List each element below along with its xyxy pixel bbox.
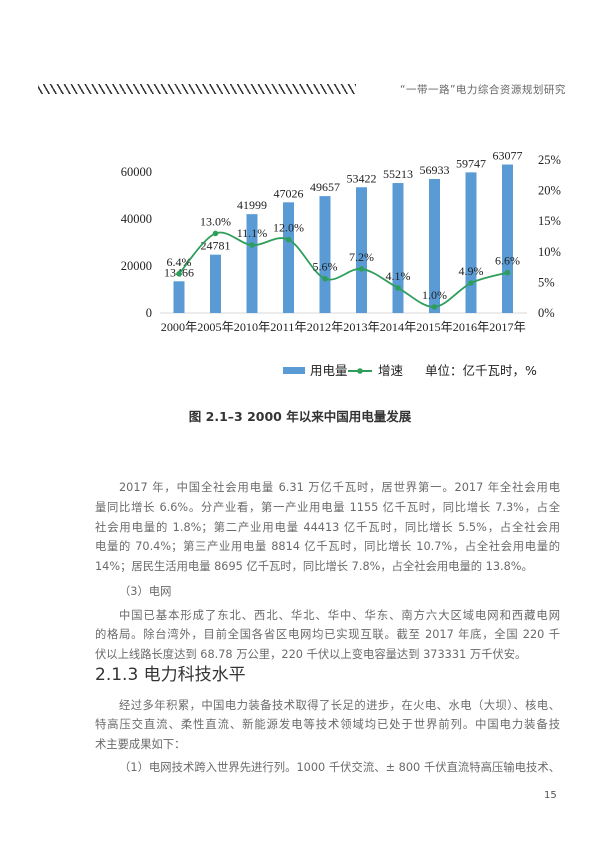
growth-rate-data-label: 7.2% [349,250,374,264]
left-axis-tick-label: 40000 [121,212,152,226]
bar-data-label: 53422 [347,171,377,185]
x-axis-tick-label: 2011年 [270,320,307,334]
paragraph-line: 2017 年，中国全社会用电量 6.31 万亿千瓦时，居世界第一。2017 年全… [119,481,560,494]
running-title: “一带一路”电力综合资源规划研究 [400,84,566,96]
growth-rate-point [249,242,255,248]
bar [283,202,294,313]
growth-rate-point [322,275,328,282]
left-axis-tick-label: 0 [146,306,152,320]
x-axis-tick-label: 2017年 [489,320,526,334]
paragraph-line: 的格局。除台湾外，目前全国各省区电网均已实现互联。截至 2017 年底，全国 2… [95,628,560,641]
x-axis-tick-label: 2014年 [380,320,417,334]
x-axis-tick-label: 2013年 [343,320,380,334]
right-axis-tick-label: 0% [538,306,555,320]
right-axis-tick-label: 15% [538,214,561,228]
bar [356,187,367,313]
x-axis-tick-label: 2000年 [161,320,198,334]
bar [246,214,258,313]
paragraph-line: 特高压交直流、柔性直流、新能源发电等技术领域均已处于世界前列。中国电力装备技 [95,718,560,731]
growth-rate-data-label: 5.6% [313,260,338,274]
growth-rate-data-label: 11.1% [237,226,268,240]
bar [465,172,477,313]
bar-data-label: 59747 [456,156,486,170]
growth-rate-point [395,285,401,291]
growth-rate-data-label: 1.0% [422,288,447,302]
section-heading: 2.1.3 电力科技水平 [95,665,246,685]
page-number: 15 [544,790,557,801]
bar [319,196,331,313]
header-stripe-decoration [38,84,356,94]
growth-rate-data-label: 13.0% [200,214,231,228]
growth-rate-point [285,236,292,243]
paragraph-line: 14%；居民生活用电量 8695 亿千瓦时，同比增长 7.8%，占全社会用电量的… [95,560,533,573]
electricity-consumption-chart: 0 20000 40000 60000 0% 5% 10% 15% 20% 25% 2000年 200… [121,149,561,378]
left-axis-tick-label: 60000 [121,165,152,179]
paragraph-line: （1）电网技术跨入世界先进行列。1000 千伏交流、± 800 千伏直流特高压输… [119,761,560,774]
right-axis-tick-label: 10% [538,245,561,259]
bar [173,281,185,313]
paragraph-line: 术主要成果如下： [95,738,186,751]
bar-data-label: 41999 [237,198,267,212]
x-axis-tick-label: 2005年 [197,320,234,334]
bar-data-label: 55213 [383,167,413,181]
x-axis-tick-label: 2015年 [416,320,453,334]
paragraph-line: 经过多年积累，中国电力装备技术取得了长足的进步，在火电、水电（大坝）、核电、 [119,699,560,712]
left-axis-tick-label: 20000 [121,259,152,273]
bar [210,254,221,313]
paragraph-line: 社会用电量的 1.8%；第二产业用电量 44413 亿千瓦时，同比增长 5.5%… [95,521,560,534]
bar-data-label: 63077 [493,149,523,163]
paragraph-line: 中国已基本形成了东北、西北、华北、华中、华东、南方六大区域电网和西藏电网 [119,609,560,622]
bar-data-label: 56933 [420,163,450,177]
growth-rate-point [358,266,365,272]
figure-caption: 图 2.1–3 2000 年以来中国用电量发展 [188,409,412,424]
legend-label-consumption: 用电量 [310,363,348,378]
legend-label-growth: 增速 [378,363,404,378]
legend-line-marker [357,368,363,374]
growth-rate-line [178,231,508,308]
growth-rate-point [212,230,219,237]
growth-rate-point [468,280,474,286]
bar-data-label: 47026 [274,186,304,200]
growth-rate-point [431,304,438,310]
growth-rate-data-label: 6.6% [495,254,520,268]
bar [392,183,404,313]
x-axis-tick-label: 2016年 [453,320,490,334]
unit-note: 单位：亿千瓦时，% [425,363,537,378]
legend-bar-swatch [283,367,305,374]
bar [429,178,440,313]
x-axis-tick-label: 2010年 [234,320,271,334]
x-axis-tick-label: 2012年 [307,320,344,334]
bar-data-label: 49657 [310,180,340,194]
growth-rate-point [504,269,511,276]
paragraph-line: 伏以上线路长度达到 68.78 万公里，220 千伏以上变电容量达到 37333… [95,648,527,661]
right-axis-tick-label: 5% [538,275,555,289]
growth-rate-data-label: 4.1% [386,269,411,283]
right-axis-tick-label: 25% [538,153,561,167]
growth-rate-point [176,271,182,277]
growth-rate-data-label: 6.4% [167,255,192,269]
paragraph-line: 量同比增长 6.6%。分产业看，第一产业用电量 1155 亿千瓦时，同比增长 7… [95,501,560,514]
right-axis-tick-label: 20% [538,184,561,198]
bar [502,164,513,313]
paragraph-line: 电量的 70.4%；第三产业用电量 8814 亿千瓦时，同比增长 10.7%，占… [95,540,560,553]
growth-rate-data-label: 4.9% [459,264,484,278]
subsection-label: （3）电网 [119,585,172,598]
bar-data-label: 24781 [201,239,231,253]
growth-rate-data-label: 12.0% [273,221,304,235]
